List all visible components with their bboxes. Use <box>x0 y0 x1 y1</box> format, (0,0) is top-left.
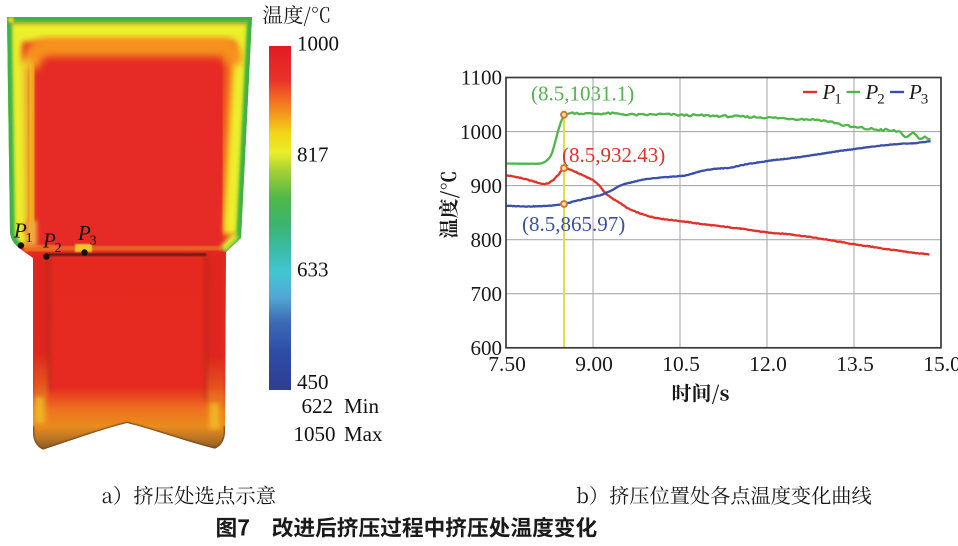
svg-text:13.5: 13.5 <box>836 352 874 376</box>
svg-text:2: 2 <box>55 241 62 256</box>
svg-text:10.5: 10.5 <box>662 352 700 376</box>
svg-text:1: 1 <box>26 231 33 246</box>
svg-text:700: 700 <box>471 282 503 306</box>
svg-text:(8.5,932.43): (8.5,932.43) <box>562 143 665 167</box>
svg-text:7.50: 7.50 <box>488 352 526 376</box>
svg-text:(8.5,865.97): (8.5,865.97) <box>522 212 625 236</box>
svg-text:2: 2 <box>877 92 885 108</box>
svg-text:P: P <box>822 80 836 104</box>
svg-text:Max: Max <box>344 422 383 446</box>
svg-text:P: P <box>77 221 91 245</box>
svg-text:1000: 1000 <box>460 120 502 144</box>
svg-text:P: P <box>13 219 27 243</box>
svg-text:12.0: 12.0 <box>749 352 787 376</box>
svg-text:817: 817 <box>297 143 329 167</box>
svg-text:(8.5,1031.1): (8.5,1031.1) <box>531 82 634 106</box>
svg-text:3: 3 <box>921 92 929 108</box>
svg-text:1: 1 <box>834 92 842 108</box>
svg-text:800: 800 <box>471 228 503 252</box>
svg-text:3: 3 <box>90 234 97 249</box>
svg-text:1000: 1000 <box>297 32 339 56</box>
svg-text:1050: 1050 <box>294 422 336 446</box>
svg-text:633: 633 <box>297 258 329 282</box>
svg-text:P: P <box>42 229 56 253</box>
svg-text:15.0: 15.0 <box>923 352 958 376</box>
svg-text:P: P <box>865 80 879 104</box>
svg-text:Min: Min <box>344 394 380 418</box>
svg-text:P: P <box>908 80 922 104</box>
svg-text:600: 600 <box>471 336 503 360</box>
svg-text:1100: 1100 <box>461 66 502 90</box>
svg-text:900: 900 <box>471 174 503 198</box>
svg-text:9.00: 9.00 <box>575 352 613 376</box>
svg-text:622: 622 <box>302 394 334 418</box>
svg-text:450: 450 <box>297 370 329 394</box>
